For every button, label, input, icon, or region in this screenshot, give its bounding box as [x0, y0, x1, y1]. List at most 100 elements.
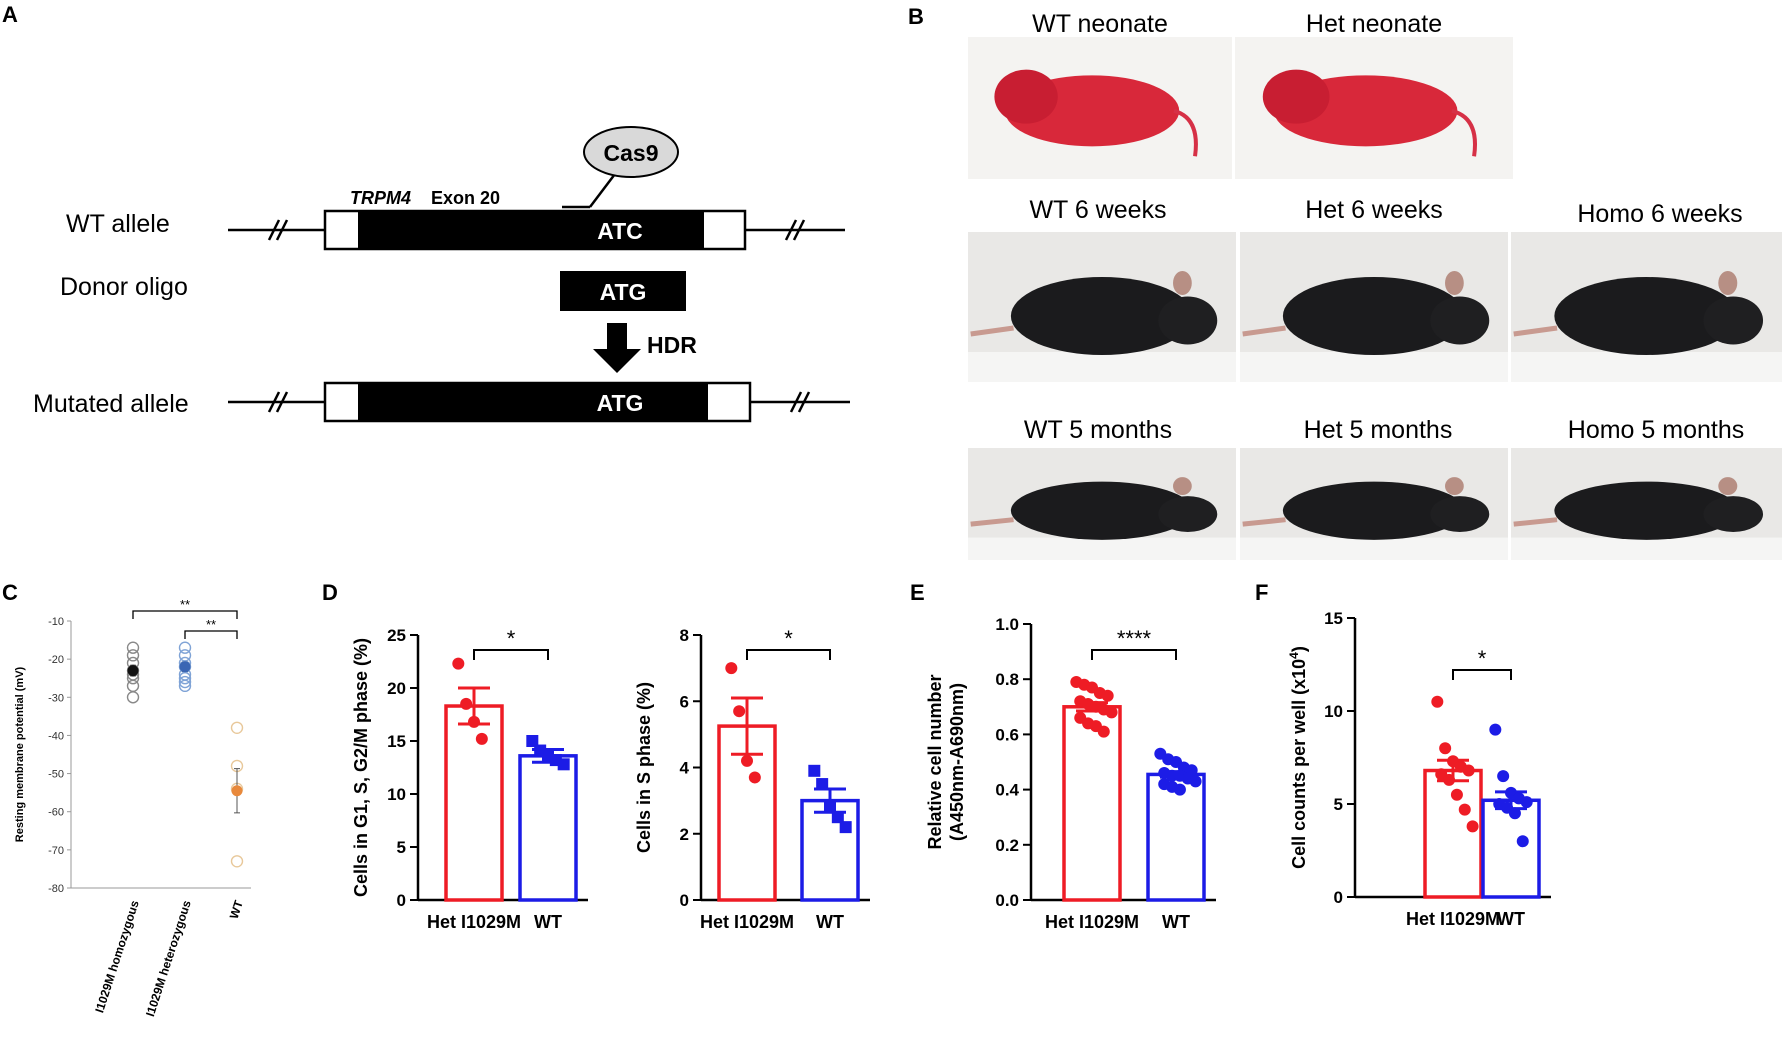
y-tick-label: -30: [48, 692, 64, 704]
mean-point: [127, 665, 139, 677]
y-axis-title: Cell counts per well (x104): [1287, 646, 1309, 869]
data-point: [831, 811, 844, 824]
data-point: [1431, 695, 1444, 708]
y-axis-title: Resting membrane potential (mV): [14, 666, 26, 842]
data-point: [1439, 742, 1452, 755]
bar: [444, 704, 504, 902]
mouse-body: [1282, 277, 1466, 355]
mouse-photo: [968, 232, 1236, 382]
y-tick-label: 0: [1334, 888, 1343, 907]
x-category-label: Het I1029M: [427, 912, 521, 932]
significance-label: *: [1478, 646, 1487, 671]
y-tick-label: 0.8: [995, 670, 1019, 689]
panel-b-photos: WT neonate Het neonate WT 6 weeks Het 6 wee…: [968, 10, 1782, 560]
photo-caption: WT 6 weeks: [1029, 196, 1166, 224]
significance-label: **: [180, 597, 190, 612]
bar: [1062, 705, 1122, 902]
data-point: [126, 679, 140, 693]
data-point: [557, 758, 570, 771]
y-axis-title: Cells in S phase (%): [634, 682, 654, 853]
x-category-label: WT: [816, 912, 844, 932]
data-point: [1173, 783, 1186, 796]
mouse-photo: [1240, 232, 1508, 382]
panel-label-a: A: [2, 2, 18, 27]
y-tick-label: -60: [48, 807, 64, 819]
y-tick-label: 20: [387, 679, 406, 698]
data-point: [808, 764, 821, 777]
significance-bracket: [746, 649, 831, 660]
panel-label-b: B: [908, 4, 924, 29]
data-point: [1489, 723, 1502, 736]
y-tick-label: 4: [680, 759, 690, 778]
donor-label: Donor oligo: [60, 273, 188, 301]
bench-surface: [968, 352, 1236, 382]
mouse-photo: [1511, 448, 1782, 560]
data-point: [1466, 820, 1479, 833]
exon-label: Exon 20: [431, 188, 500, 208]
x-category-label: WT: [227, 898, 246, 921]
y-axis-title-line2: (A450nm-A690nm): [947, 683, 967, 841]
chart-d-s-phase: 0 2 4 6 8 Cells in S phase (%) Het I1029M WT *: [634, 626, 870, 932]
mouse-head: [1430, 296, 1490, 345]
y-tick-label: 15: [1324, 609, 1343, 628]
photo-caption: Homo 5 months: [1568, 416, 1744, 444]
bench-surface: [968, 537, 1236, 560]
x-category-label: Het I1029M: [700, 912, 794, 932]
mouse-body: [1554, 277, 1739, 355]
mouse-tail: [970, 325, 1014, 337]
mouse-photo: [1511, 232, 1782, 382]
x-category-label: Het I1029M: [1406, 909, 1500, 929]
hdr-arrow: [593, 323, 641, 373]
y-tick-label: 0.6: [995, 725, 1019, 744]
panel-label-e: E: [910, 580, 925, 605]
mutated-allele-label: Mutated allele: [33, 390, 189, 418]
data-point: [178, 679, 192, 693]
mouse-ear: [1173, 271, 1192, 295]
mouse-head: [1703, 296, 1764, 345]
photo-caption: Het neonate: [1306, 10, 1442, 38]
data-point: [1516, 835, 1529, 848]
significance-label: ****: [1117, 626, 1152, 651]
x-category-label: WT: [534, 912, 562, 932]
bench-surface: [1511, 537, 1782, 560]
donor-oligo-box: [560, 271, 686, 311]
mouse-tail: [970, 517, 1014, 527]
mouse-tail: [1513, 517, 1558, 527]
data-point: [230, 721, 244, 734]
mouse-tail: [1242, 325, 1286, 337]
bar: [518, 754, 578, 902]
photo-caption: Homo 6 weeks: [1577, 200, 1742, 228]
data-point: [126, 691, 140, 704]
significance-bracket: [1452, 669, 1512, 680]
y-tick-label: 5: [1334, 795, 1343, 814]
bar: [1423, 768, 1483, 899]
data-point: [1097, 725, 1110, 738]
data-point: [1101, 689, 1114, 702]
data-point: [748, 771, 761, 784]
cas9-ellipse: [583, 126, 679, 178]
data-point: [126, 649, 140, 662]
panel-label-f: F: [1255, 580, 1268, 605]
y-tick-label: -20: [48, 654, 64, 666]
neonate-head: [1262, 69, 1330, 124]
bench-surface: [1240, 537, 1508, 560]
data-point: [1458, 803, 1471, 816]
data-point: [725, 662, 738, 675]
significance-bracket: [473, 649, 549, 660]
mouse-tail: [1242, 517, 1286, 527]
panel-label-c: C: [2, 580, 18, 605]
data-point: [230, 855, 244, 868]
y-tick-label: 0: [397, 891, 406, 910]
y-tick-label: 1.0: [995, 615, 1019, 634]
donor-codon: ATG: [600, 279, 647, 305]
data-point: [1508, 807, 1521, 820]
data-point: [178, 675, 192, 689]
mouse-head: [1158, 496, 1218, 532]
y-tick-label: 5: [397, 838, 406, 857]
y-tick-label: 6: [680, 692, 689, 711]
data-point: [126, 641, 140, 654]
significance-bracket: [1091, 649, 1177, 660]
chart-c-membrane-potential: -10 -20 -30 -40 -50 -60 -70 -80 Resting membrane…: [14, 597, 251, 1018]
y-tick-label: 0.4: [995, 781, 1019, 800]
y-axis-title: Relative cell number: [925, 674, 945, 849]
